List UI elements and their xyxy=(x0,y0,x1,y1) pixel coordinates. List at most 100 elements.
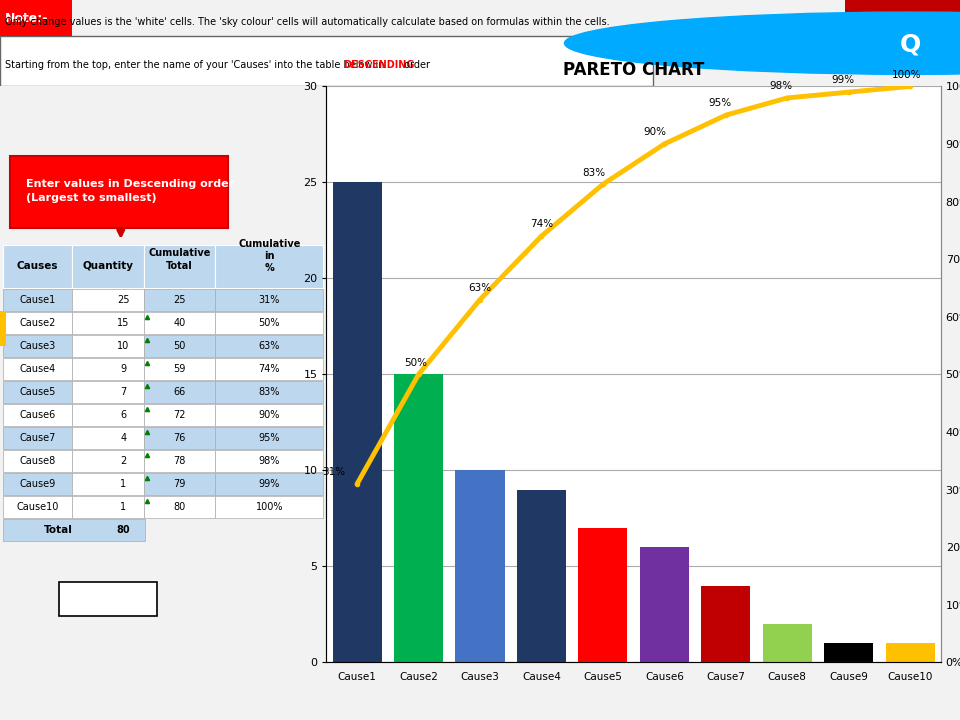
Text: 10: 10 xyxy=(117,341,130,351)
Bar xyxy=(215,427,324,449)
Bar xyxy=(3,519,145,541)
Text: 98%: 98% xyxy=(258,456,280,466)
Bar xyxy=(3,245,72,288)
Text: 99%: 99% xyxy=(258,479,280,489)
Bar xyxy=(3,381,72,403)
Text: 78: 78 xyxy=(174,456,185,466)
Bar xyxy=(762,624,812,662)
Text: 80: 80 xyxy=(117,525,131,535)
Bar xyxy=(72,358,144,380)
Text: 9: 9 xyxy=(120,364,127,374)
Bar xyxy=(3,404,72,426)
Text: 31%: 31% xyxy=(323,467,346,477)
Text: Cumulative
in
%: Cumulative in % xyxy=(238,238,300,274)
Bar xyxy=(144,335,215,357)
Text: 76: 76 xyxy=(174,433,185,443)
Text: 100%: 100% xyxy=(255,502,283,512)
Text: 95%: 95% xyxy=(258,433,280,443)
Bar xyxy=(215,473,324,495)
Text: 4: 4 xyxy=(120,433,127,443)
Bar xyxy=(332,182,382,662)
Bar xyxy=(394,374,444,662)
Text: 100%: 100% xyxy=(892,70,922,80)
Text: Quantity: Quantity xyxy=(83,261,133,271)
Bar xyxy=(3,427,72,449)
Bar xyxy=(885,643,935,662)
Text: Enter values in Descending order
(Largest to smallest): Enter values in Descending order (Larges… xyxy=(26,179,234,203)
Bar xyxy=(639,547,689,662)
Bar xyxy=(144,245,215,288)
Bar xyxy=(3,335,72,357)
Text: Cause6: Cause6 xyxy=(19,410,56,420)
Bar xyxy=(10,156,228,228)
Text: Cause2: Cause2 xyxy=(19,318,56,328)
Text: 90%: 90% xyxy=(643,127,666,138)
Bar xyxy=(72,245,144,288)
Bar xyxy=(578,528,628,662)
Bar xyxy=(824,643,874,662)
Text: Cause7: Cause7 xyxy=(19,433,56,443)
Text: DESCENDING: DESCENDING xyxy=(343,60,414,70)
Text: 50%: 50% xyxy=(404,358,427,368)
Text: Cause5: Cause5 xyxy=(19,387,56,397)
Text: Cause8: Cause8 xyxy=(19,456,56,466)
Bar xyxy=(144,473,215,495)
Bar xyxy=(215,312,324,334)
Text: Cause9: Cause9 xyxy=(19,479,56,489)
Bar xyxy=(144,312,215,334)
Bar xyxy=(144,289,215,311)
Text: 74%: 74% xyxy=(530,220,553,230)
Bar xyxy=(144,427,215,449)
Text: 59: 59 xyxy=(174,364,185,374)
Bar xyxy=(3,473,72,495)
Text: 63%: 63% xyxy=(258,341,280,351)
Bar xyxy=(144,496,215,518)
Bar xyxy=(72,496,144,518)
Text: 50%: 50% xyxy=(258,318,280,328)
Bar xyxy=(215,245,324,288)
Bar xyxy=(215,381,324,403)
Text: 2: 2 xyxy=(120,456,127,466)
Text: 74%: 74% xyxy=(258,364,280,374)
Text: Q: Q xyxy=(900,33,921,57)
Bar xyxy=(72,473,144,495)
Text: 66: 66 xyxy=(174,387,185,397)
Bar xyxy=(3,496,72,518)
Text: 1: 1 xyxy=(120,479,127,489)
Bar xyxy=(0,36,653,86)
Text: 50: 50 xyxy=(174,341,185,351)
Text: Cause3: Cause3 xyxy=(19,341,56,351)
Bar xyxy=(455,470,505,662)
Text: Total: Total xyxy=(43,525,72,535)
Bar xyxy=(72,381,144,403)
Bar xyxy=(3,358,72,380)
Bar xyxy=(59,582,156,616)
Text: 7: 7 xyxy=(120,387,127,397)
Text: 40: 40 xyxy=(174,318,185,328)
Bar xyxy=(215,335,324,357)
Bar xyxy=(215,496,324,518)
Text: 31%: 31% xyxy=(258,294,280,305)
Bar xyxy=(3,450,72,472)
Bar xyxy=(0,0,72,36)
Bar xyxy=(215,358,324,380)
Text: 72: 72 xyxy=(173,410,186,420)
Text: Note:-: Note:- xyxy=(5,12,48,24)
Bar xyxy=(701,585,751,662)
Text: 98%: 98% xyxy=(770,81,793,91)
Title: PARETO CHART: PARETO CHART xyxy=(563,61,705,79)
Bar xyxy=(144,404,215,426)
Text: 80: 80 xyxy=(174,502,185,512)
Text: 95%: 95% xyxy=(708,99,732,109)
Bar xyxy=(72,427,144,449)
Bar xyxy=(72,335,144,357)
Bar xyxy=(144,450,215,472)
Text: Cause10: Cause10 xyxy=(16,502,59,512)
Text: Cause4: Cause4 xyxy=(19,364,56,374)
Text: 25: 25 xyxy=(117,294,130,305)
Text: Cumulative
Total: Cumulative Total xyxy=(149,248,210,271)
Bar xyxy=(215,450,324,472)
Bar xyxy=(144,381,215,403)
Text: 63%: 63% xyxy=(468,283,492,293)
Text: 25: 25 xyxy=(173,294,186,305)
